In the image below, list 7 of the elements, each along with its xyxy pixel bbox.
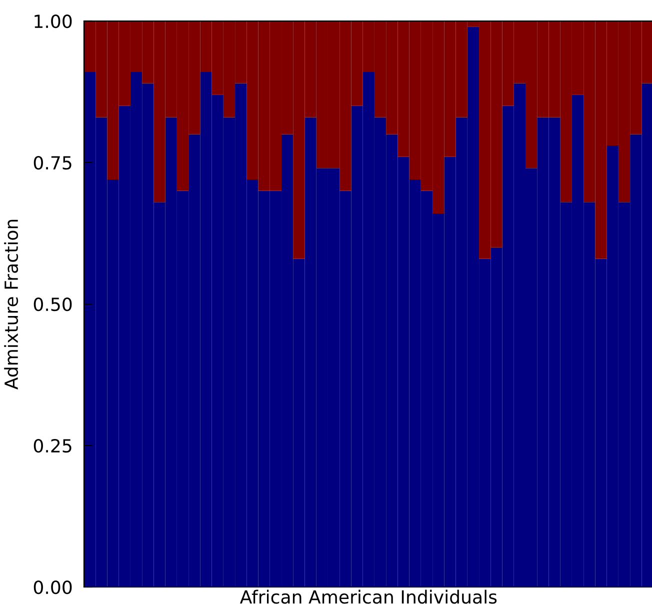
x-axis-title: African American Individuals xyxy=(240,590,497,604)
y-tick-label: 0.75 xyxy=(34,156,72,170)
y-axis-title: Admixture Fraction xyxy=(4,220,18,390)
y-tick-label: 0.50 xyxy=(34,297,72,312)
y-tick-label: 0.00 xyxy=(34,580,72,594)
y-tick-label: 0.25 xyxy=(34,438,72,453)
y-tick-label: 1.00 xyxy=(34,14,72,28)
